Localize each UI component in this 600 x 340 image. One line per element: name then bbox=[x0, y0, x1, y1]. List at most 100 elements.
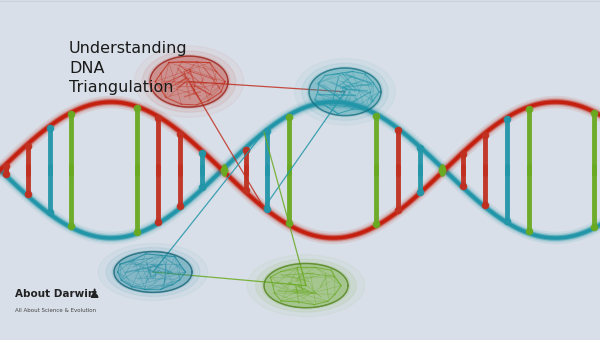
Bar bbox=[0, 0, 600, 1]
Bar bbox=[0, 0, 600, 1]
Bar bbox=[0, 0, 600, 1]
Bar bbox=[0, 1, 600, 2]
Bar bbox=[0, 1, 600, 2]
Bar bbox=[0, 0, 600, 1]
Bar bbox=[0, 1, 600, 2]
Bar bbox=[0, 1, 600, 2]
Bar bbox=[0, 1, 600, 2]
Bar bbox=[0, 0, 600, 2]
Bar bbox=[0, 1, 600, 2]
Bar bbox=[0, 0, 600, 2]
Bar bbox=[0, 0, 600, 1]
Bar bbox=[0, 0, 600, 1]
Bar bbox=[0, 0, 600, 2]
Bar bbox=[0, 1, 600, 2]
Text: All About Science & Evolution: All About Science & Evolution bbox=[15, 308, 96, 313]
Bar bbox=[0, 1, 600, 2]
Bar bbox=[0, 1, 600, 2]
Bar bbox=[0, 1, 600, 2]
Bar bbox=[0, 1, 600, 2]
Bar bbox=[0, 1, 600, 2]
Bar bbox=[0, 1, 600, 2]
Bar bbox=[0, 1, 600, 2]
Bar bbox=[0, 1, 600, 2]
Bar bbox=[0, 1, 600, 2]
Ellipse shape bbox=[114, 252, 192, 292]
Bar bbox=[0, 0, 600, 1]
Bar bbox=[0, 1, 600, 2]
Ellipse shape bbox=[148, 55, 230, 108]
Bar bbox=[0, 1, 600, 2]
Bar bbox=[0, 0, 600, 1]
Bar bbox=[0, 0, 600, 1]
Bar bbox=[0, 1, 600, 2]
Bar bbox=[0, 1, 600, 2]
Bar bbox=[0, 1, 600, 2]
Bar bbox=[0, 1, 600, 2]
Bar bbox=[0, 0, 600, 1]
Bar bbox=[0, 1, 600, 2]
Bar bbox=[0, 1, 600, 2]
Bar bbox=[0, 0, 600, 1]
Bar bbox=[0, 0, 600, 1]
Bar bbox=[0, 0, 600, 1]
Bar bbox=[0, 1, 600, 2]
Bar bbox=[0, 1, 600, 2]
Bar bbox=[0, 1, 600, 2]
Bar bbox=[0, 0, 600, 1]
Bar bbox=[0, 1, 600, 2]
Bar bbox=[0, 0, 600, 1]
Bar bbox=[0, 1, 600, 2]
Bar bbox=[0, 0, 600, 1]
Bar bbox=[0, 0, 600, 2]
Bar bbox=[0, 0, 600, 1]
Bar bbox=[0, 0, 600, 1]
Bar bbox=[0, 1, 600, 2]
Text: ♟: ♟ bbox=[88, 288, 100, 301]
Bar bbox=[0, 1, 600, 2]
Bar bbox=[0, 0, 600, 1]
Bar bbox=[0, 0, 600, 2]
Bar bbox=[0, 1, 600, 2]
Bar bbox=[0, 1, 600, 2]
Bar bbox=[0, 1, 600, 2]
Bar bbox=[0, 0, 600, 1]
Bar bbox=[0, 0, 600, 1]
Bar bbox=[0, 1, 600, 2]
Bar bbox=[0, 0, 600, 2]
Bar bbox=[0, 1, 600, 2]
Bar bbox=[0, 1, 600, 2]
Bar bbox=[0, 1, 600, 2]
Bar bbox=[0, 0, 600, 1]
Bar bbox=[0, 1, 600, 2]
Bar bbox=[0, 1, 600, 2]
Bar bbox=[0, 1, 600, 2]
Bar bbox=[0, 1, 600, 2]
Bar bbox=[0, 0, 600, 1]
Bar bbox=[0, 1, 600, 2]
Bar bbox=[0, 1, 600, 2]
Bar bbox=[0, 1, 600, 2]
Bar bbox=[0, 1, 600, 2]
Bar bbox=[0, 1, 600, 2]
Bar bbox=[0, 0, 600, 1]
Bar bbox=[0, 0, 600, 2]
Bar bbox=[0, 0, 600, 2]
Bar bbox=[0, 1, 600, 2]
Bar bbox=[0, 1, 600, 2]
Bar bbox=[0, 1, 600, 2]
Bar bbox=[0, 0, 600, 1]
Bar bbox=[0, 0, 600, 1]
Bar bbox=[0, 1, 600, 2]
Bar bbox=[0, 1, 600, 2]
Bar bbox=[0, 0, 600, 1]
Bar bbox=[0, 1, 600, 2]
Bar bbox=[0, 1, 600, 2]
Bar bbox=[0, 1, 600, 2]
Bar bbox=[0, 1, 600, 2]
Bar bbox=[0, 1, 600, 2]
Bar bbox=[0, 0, 600, 1]
Bar bbox=[0, 1, 600, 2]
Bar bbox=[0, 1, 600, 2]
Bar bbox=[0, 1, 600, 2]
